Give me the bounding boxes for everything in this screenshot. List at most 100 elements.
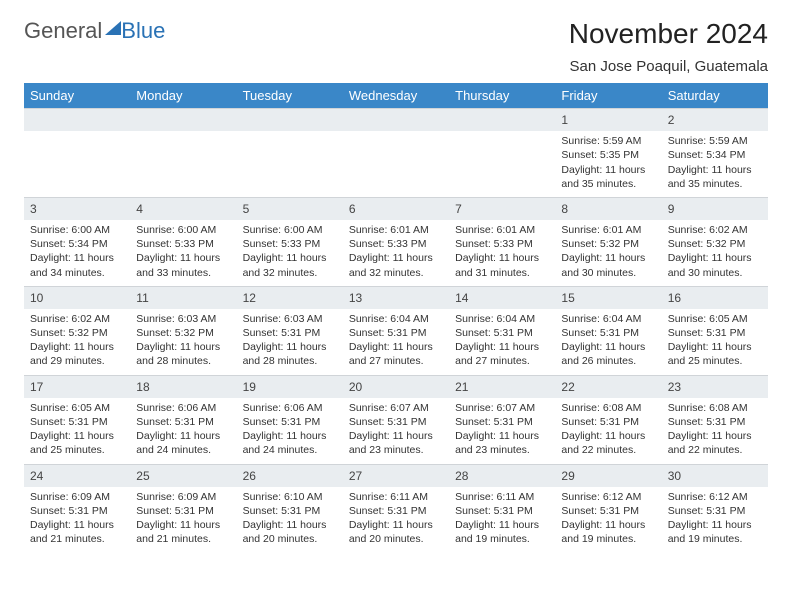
day-content: Sunrise: 6:04 AMSunset: 5:31 PMDaylight:… [555,309,661,375]
day-number: 7 [449,197,555,220]
location: San Jose Poaquil, Guatemala [569,58,768,75]
sunrise-line: Sunrise: 5:59 AM [561,134,655,148]
sunrise-line: Sunrise: 6:01 AM [349,223,443,237]
daylight-line: Daylight: 11 hours and 19 minutes. [668,518,762,546]
daylight-line: Daylight: 11 hours and 23 minutes. [455,429,549,457]
sunrise-line: Sunrise: 6:06 AM [136,401,230,415]
sunrise-line: Sunrise: 6:11 AM [349,490,443,504]
sunset-line: Sunset: 5:33 PM [455,237,549,251]
day-number: 10 [24,286,130,309]
calendar-day-cell: 17Sunrise: 6:05 AMSunset: 5:31 PMDayligh… [24,375,130,464]
sunrise-line: Sunrise: 6:12 AM [668,490,762,504]
sunrise-line: Sunrise: 6:09 AM [30,490,124,504]
day-number: 20 [343,375,449,398]
sunset-line: Sunset: 5:31 PM [30,504,124,518]
daylight-line: Daylight: 11 hours and 29 minutes. [30,340,124,368]
calendar-day-cell: 21Sunrise: 6:07 AMSunset: 5:31 PMDayligh… [449,375,555,464]
header: General Blue November 2024 San Jose Poaq… [24,18,768,75]
day-content [237,131,343,189]
calendar-day-cell: 2Sunrise: 5:59 AMSunset: 5:34 PMDaylight… [662,108,768,197]
month-title: November 2024 [569,18,768,50]
weekday-wednesday: Wednesday [343,83,449,108]
weekday-friday: Friday [555,83,661,108]
sunset-line: Sunset: 5:31 PM [455,504,549,518]
day-content: Sunrise: 6:01 AMSunset: 5:32 PMDaylight:… [555,220,661,286]
day-content: Sunrise: 6:08 AMSunset: 5:31 PMDaylight:… [555,398,661,464]
day-number: 26 [237,464,343,487]
calendar-day-cell: 25Sunrise: 6:09 AMSunset: 5:31 PMDayligh… [130,464,236,553]
day-content: Sunrise: 6:04 AMSunset: 5:31 PMDaylight:… [343,309,449,375]
day-number: 16 [662,286,768,309]
day-number: 3 [24,197,130,220]
calendar-day-cell: 7Sunrise: 6:01 AMSunset: 5:33 PMDaylight… [449,197,555,286]
day-content: Sunrise: 6:02 AMSunset: 5:32 PMDaylight:… [24,309,130,375]
sunrise-line: Sunrise: 6:03 AM [136,312,230,326]
day-content: Sunrise: 6:09 AMSunset: 5:31 PMDaylight:… [24,487,130,553]
day-number: 13 [343,286,449,309]
calendar-day-cell: 28Sunrise: 6:11 AMSunset: 5:31 PMDayligh… [449,464,555,553]
sunset-line: Sunset: 5:31 PM [136,504,230,518]
sunset-line: Sunset: 5:32 PM [668,237,762,251]
daylight-line: Daylight: 11 hours and 21 minutes. [136,518,230,546]
day-content [449,131,555,189]
calendar-day-cell: 6Sunrise: 6:01 AMSunset: 5:33 PMDaylight… [343,197,449,286]
calendar-day-cell: 9Sunrise: 6:02 AMSunset: 5:32 PMDaylight… [662,197,768,286]
day-number: 22 [555,375,661,398]
sunrise-line: Sunrise: 6:11 AM [455,490,549,504]
day-number: 25 [130,464,236,487]
weekday-monday: Monday [130,83,236,108]
calendar-day-cell: 10Sunrise: 6:02 AMSunset: 5:32 PMDayligh… [24,286,130,375]
sunset-line: Sunset: 5:34 PM [668,148,762,162]
calendar-day-cell [24,108,130,197]
logo-text-blue: Blue [121,18,165,44]
sunrise-line: Sunrise: 6:08 AM [561,401,655,415]
daylight-line: Daylight: 11 hours and 23 minutes. [349,429,443,457]
day-content: Sunrise: 6:00 AMSunset: 5:34 PMDaylight:… [24,220,130,286]
sunrise-line: Sunrise: 6:03 AM [243,312,337,326]
day-content: Sunrise: 6:11 AMSunset: 5:31 PMDaylight:… [449,487,555,553]
logo-text-general: General [24,18,102,44]
daylight-line: Daylight: 11 hours and 28 minutes. [136,340,230,368]
daylight-line: Daylight: 11 hours and 33 minutes. [136,251,230,279]
calendar-day-cell: 23Sunrise: 6:08 AMSunset: 5:31 PMDayligh… [662,375,768,464]
sunset-line: Sunset: 5:35 PM [561,148,655,162]
day-number: 17 [24,375,130,398]
day-number [24,108,130,131]
title-block: November 2024 San Jose Poaquil, Guatemal… [569,18,768,75]
daylight-line: Daylight: 11 hours and 25 minutes. [668,340,762,368]
day-content: Sunrise: 6:05 AMSunset: 5:31 PMDaylight:… [662,309,768,375]
sunrise-line: Sunrise: 6:07 AM [455,401,549,415]
daylight-line: Daylight: 11 hours and 24 minutes. [243,429,337,457]
calendar-day-cell: 18Sunrise: 6:06 AMSunset: 5:31 PMDayligh… [130,375,236,464]
day-number: 4 [130,197,236,220]
daylight-line: Daylight: 11 hours and 30 minutes. [561,251,655,279]
weekday-thursday: Thursday [449,83,555,108]
day-content: Sunrise: 6:07 AMSunset: 5:31 PMDaylight:… [449,398,555,464]
daylight-line: Daylight: 11 hours and 31 minutes. [455,251,549,279]
day-content: Sunrise: 6:01 AMSunset: 5:33 PMDaylight:… [449,220,555,286]
calendar-day-cell: 12Sunrise: 6:03 AMSunset: 5:31 PMDayligh… [237,286,343,375]
daylight-line: Daylight: 11 hours and 35 minutes. [668,163,762,191]
calendar-day-cell: 29Sunrise: 6:12 AMSunset: 5:31 PMDayligh… [555,464,661,553]
sunset-line: Sunset: 5:31 PM [243,415,337,429]
day-number: 19 [237,375,343,398]
calendar-week-row: 24Sunrise: 6:09 AMSunset: 5:31 PMDayligh… [24,464,768,553]
calendar-day-cell: 22Sunrise: 6:08 AMSunset: 5:31 PMDayligh… [555,375,661,464]
calendar-day-cell: 27Sunrise: 6:11 AMSunset: 5:31 PMDayligh… [343,464,449,553]
sunrise-line: Sunrise: 6:04 AM [455,312,549,326]
day-number: 29 [555,464,661,487]
sunrise-line: Sunrise: 6:05 AM [30,401,124,415]
day-content: Sunrise: 6:08 AMSunset: 5:31 PMDaylight:… [662,398,768,464]
day-number: 12 [237,286,343,309]
sunrise-line: Sunrise: 6:01 AM [455,223,549,237]
day-content: Sunrise: 6:10 AMSunset: 5:31 PMDaylight:… [237,487,343,553]
day-number [130,108,236,131]
calendar-day-cell: 20Sunrise: 6:07 AMSunset: 5:31 PMDayligh… [343,375,449,464]
day-content [130,131,236,189]
day-number [237,108,343,131]
sunset-line: Sunset: 5:32 PM [561,237,655,251]
calendar-day-cell: 3Sunrise: 6:00 AMSunset: 5:34 PMDaylight… [24,197,130,286]
sunset-line: Sunset: 5:33 PM [349,237,443,251]
daylight-line: Daylight: 11 hours and 27 minutes. [349,340,443,368]
sunset-line: Sunset: 5:31 PM [668,504,762,518]
